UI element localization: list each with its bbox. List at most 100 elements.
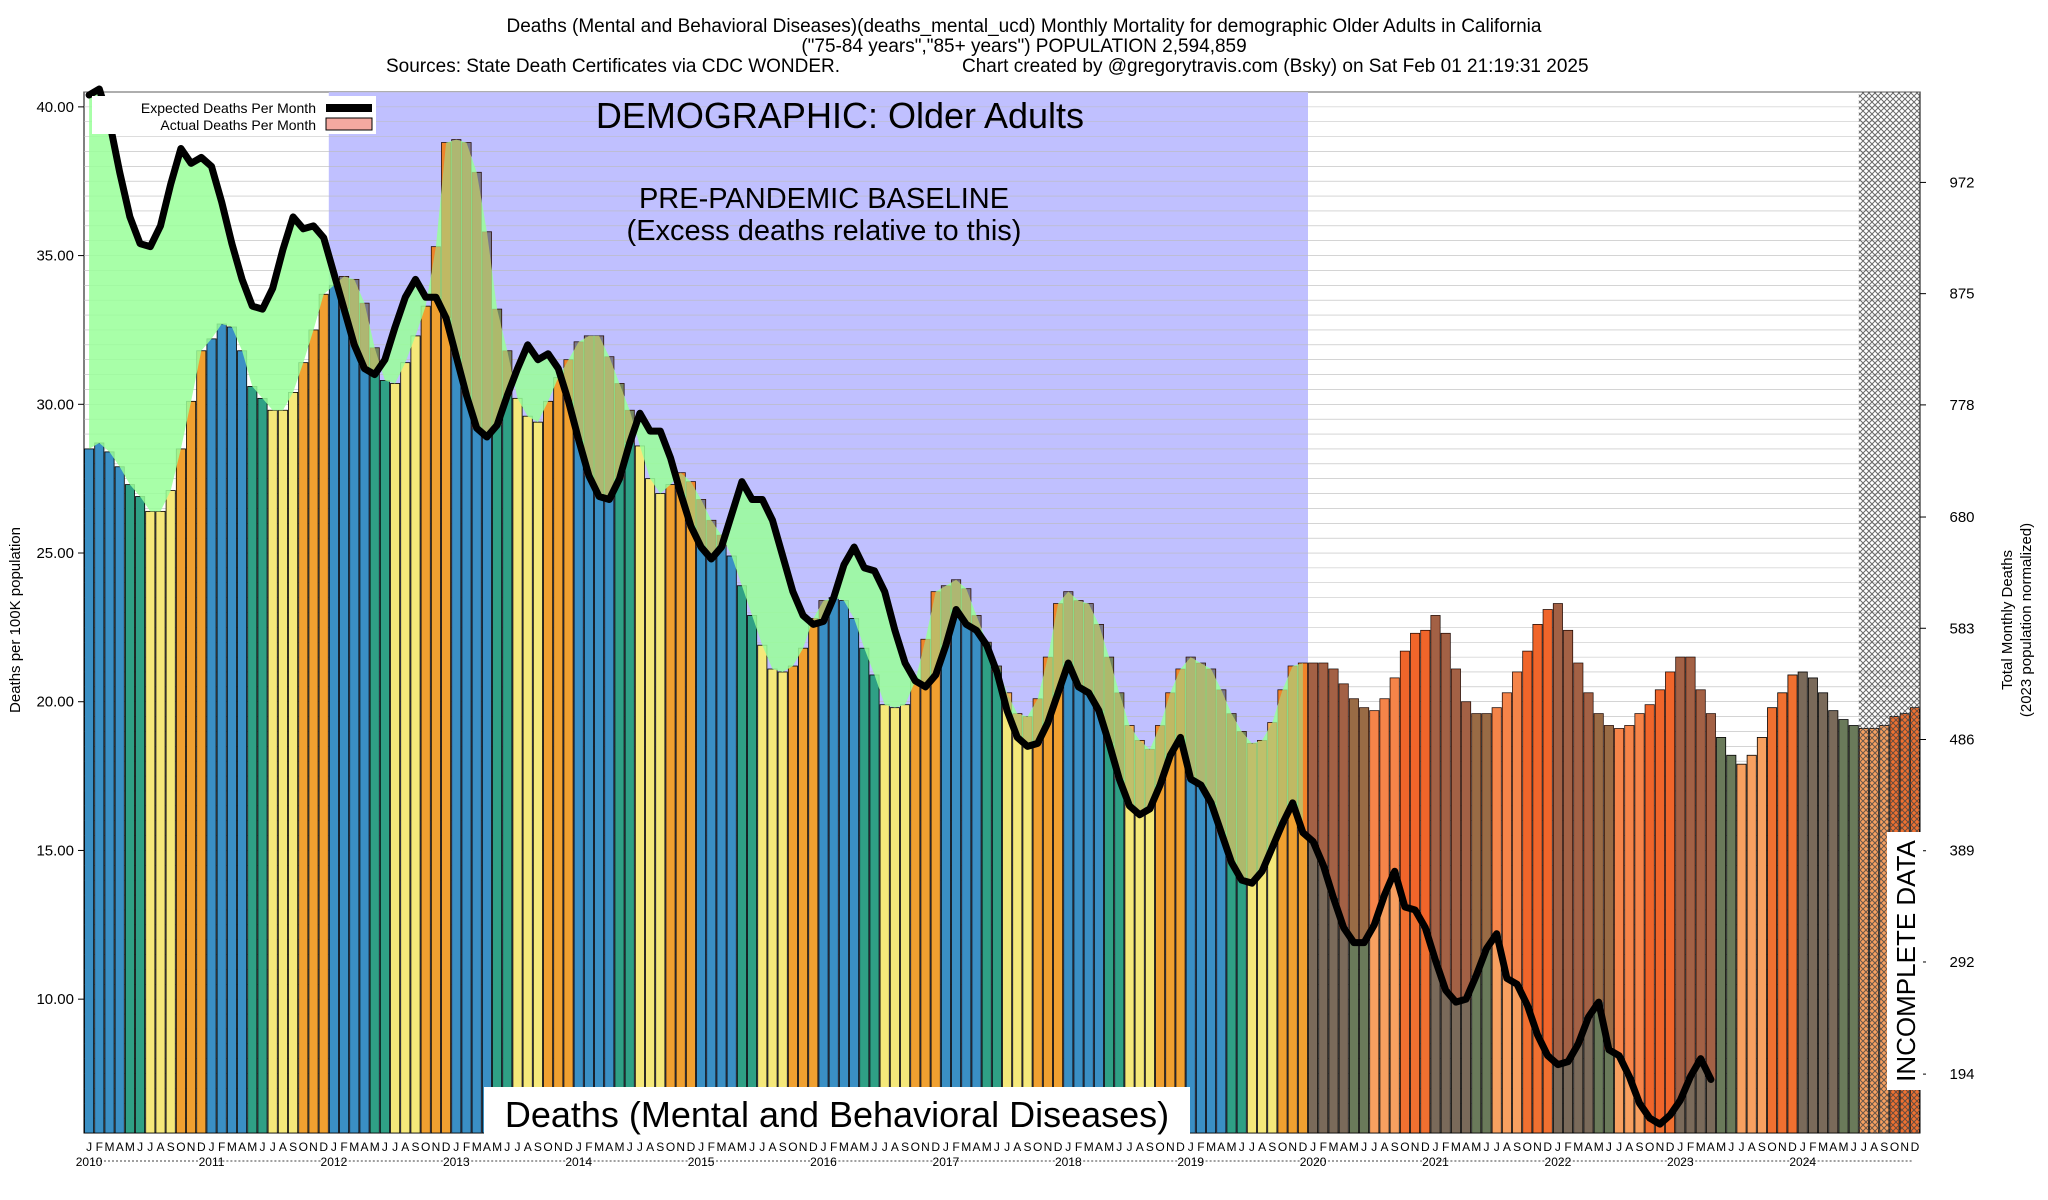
y2-tick-label: 972 <box>1949 174 1974 191</box>
month-label: J <box>994 1140 1000 1154</box>
excess-bar-155 <box>1665 671 1675 1116</box>
excess-bar-99 <box>1094 624 1104 711</box>
month-label: O <box>1278 1140 1287 1154</box>
excess-bar-108 <box>1186 657 1196 780</box>
bar-32 <box>410 335 421 1134</box>
month-label: A <box>891 1140 899 1154</box>
year-label: 2020 <box>1300 1155 1327 1169</box>
month-label: F <box>218 1140 225 1154</box>
month-label: S <box>1880 1140 1888 1154</box>
bar-149 <box>1603 725 1614 1134</box>
month-label: O <box>1890 1140 1899 1154</box>
excess-bar-119 <box>1298 663 1308 833</box>
month-label: O <box>1155 1140 1164 1154</box>
title-line-1: Deaths (Mental and Behavioral Diseases)(… <box>507 16 1542 37</box>
excess-bar-118 <box>1288 666 1298 803</box>
excess-bar-128 <box>1390 677 1400 872</box>
month-label: J <box>1494 1140 1500 1154</box>
excess-bar-35 <box>441 142 451 319</box>
month-label: M <box>1696 1140 1706 1154</box>
bar-15 <box>237 350 248 1134</box>
bar-16 <box>247 386 258 1134</box>
bar-5 <box>135 496 146 1134</box>
month-label: O <box>788 1140 797 1154</box>
bar-142 <box>1532 623 1543 1134</box>
excess-bar-130 <box>1410 633 1420 910</box>
month-label: F <box>1320 1140 1327 1154</box>
bar-24 <box>328 284 339 1134</box>
bar-79 <box>889 707 900 1134</box>
month-label: N <box>187 1140 196 1154</box>
bar-42 <box>512 397 523 1134</box>
month-label: F <box>1809 1140 1816 1154</box>
month-label: N <box>432 1140 441 1154</box>
bar-9 <box>175 448 186 1134</box>
month-label: M <box>1716 1140 1726 1154</box>
month-label: N <box>921 1140 930 1154</box>
month-label: F <box>96 1140 103 1154</box>
bar-163 <box>1746 754 1757 1134</box>
month-label: M <box>1451 1140 1461 1154</box>
bar-172 <box>1838 719 1849 1134</box>
month-label: S <box>1268 1140 1276 1154</box>
month-label: S <box>167 1140 175 1154</box>
month-label: D <box>1911 1140 1920 1154</box>
bar-89 <box>991 665 1002 1134</box>
bar-91 <box>1012 713 1023 1134</box>
bar-162 <box>1736 763 1747 1134</box>
bar-70 <box>798 647 809 1134</box>
month-label: A <box>279 1140 287 1154</box>
bar-132 <box>1430 615 1441 1134</box>
excess-bar-107 <box>1175 669 1186 738</box>
excess-bar-110 <box>1206 669 1216 803</box>
excess-bar-125 <box>1359 707 1369 943</box>
bar-65 <box>747 615 758 1134</box>
bar-30 <box>390 383 401 1134</box>
month-label: J <box>872 1140 878 1154</box>
excess-bar-117 <box>1277 689 1288 824</box>
month-label: M <box>1227 1140 1237 1154</box>
excess-bar-92 <box>1022 716 1033 747</box>
excess-bar-147 <box>1583 692 1594 1018</box>
bar-4 <box>124 484 135 1134</box>
bar-74 <box>838 600 849 1134</box>
excess-bar-143 <box>1543 609 1553 1056</box>
y-tick-label: 30.00 <box>36 396 74 413</box>
excess-bar-41 <box>502 350 512 396</box>
excess-bar-28 <box>370 347 380 375</box>
month-label: M <box>349 1140 359 1154</box>
month-label: S <box>289 1140 297 1154</box>
month-label: S <box>1513 1140 1521 1154</box>
bar-138 <box>1491 707 1502 1134</box>
month-label: N <box>1778 1140 1787 1154</box>
year-label: 2010 <box>76 1155 103 1169</box>
month-label: O <box>1400 1140 1409 1154</box>
month-label: M <box>1084 1140 1094 1154</box>
bar-7 <box>155 510 166 1134</box>
excess-bar-126 <box>1369 710 1379 925</box>
excess-bar-154 <box>1655 689 1665 1125</box>
excess-bar-84 <box>941 585 951 646</box>
bar-3 <box>114 466 125 1134</box>
month-label: N <box>1900 1140 1909 1154</box>
bar-152 <box>1634 713 1645 1134</box>
excess-bar-151 <box>1624 725 1634 1077</box>
excess-bar-141 <box>1522 651 1532 1006</box>
excess-bar-101 <box>1114 692 1124 780</box>
excess-bar-40 <box>492 309 502 426</box>
bar-36 <box>451 139 462 1134</box>
excess-bar-96 <box>1063 591 1073 664</box>
bar-54 <box>634 445 645 1134</box>
excess-bar-93 <box>1033 698 1043 744</box>
bar-165 <box>1767 707 1778 1134</box>
month-label: M <box>105 1140 115 1154</box>
bar-53 <box>624 409 635 1134</box>
month-label: J <box>331 1140 337 1154</box>
bar-155 <box>1665 671 1676 1134</box>
bar-147 <box>1583 692 1594 1134</box>
bar-23 <box>318 293 329 1134</box>
excess-bar-98 <box>1084 603 1094 693</box>
bar-2 <box>104 451 115 1134</box>
month-label: A <box>1503 1140 1511 1154</box>
year-label: 2014 <box>565 1155 592 1169</box>
